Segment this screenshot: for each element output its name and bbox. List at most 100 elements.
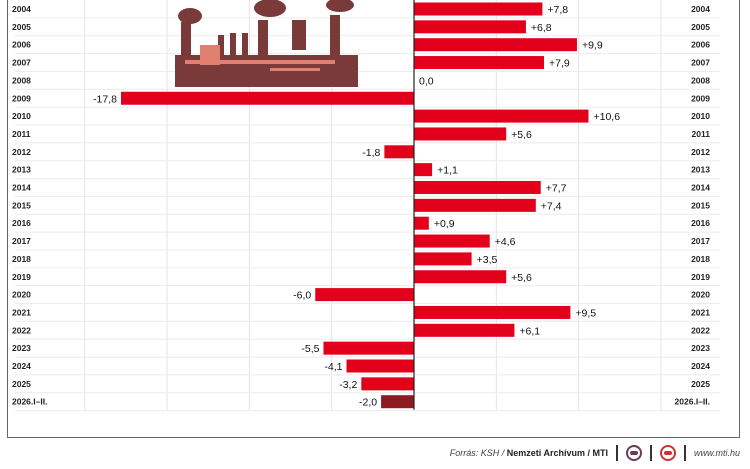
bar [414, 2, 543, 16]
footer: Forrás: KSH / Nemzeti Archívum / MTI www… [450, 444, 740, 462]
factory-illustration [175, 0, 358, 87]
bar [346, 359, 414, 373]
category-label-right: 2017 [691, 236, 710, 246]
category-label-left: 2004 [12, 4, 31, 14]
category-label-left: 2021 [12, 307, 31, 317]
bar [315, 288, 414, 302]
category-label-left: 2018 [12, 254, 31, 264]
value-label: +5,6 [511, 272, 532, 284]
category-label-left: 2009 [12, 93, 31, 103]
category-label-right: 2013 [691, 165, 710, 175]
category-label-left: 2025 [12, 379, 31, 389]
category-label-right: 2025 [691, 379, 710, 389]
category-label-right: 2022 [691, 325, 710, 335]
category-label-left: 2026.I–II. [12, 397, 47, 407]
category-label-right: 2018 [691, 254, 710, 264]
value-label: +10,6 [593, 111, 620, 123]
value-label: +3,5 [477, 254, 498, 266]
category-label-right: 2024 [691, 361, 710, 371]
value-label: -1,8 [362, 147, 380, 159]
category-label-left: 2020 [12, 290, 31, 300]
bar [121, 91, 415, 105]
category-label-left: 2007 [12, 58, 31, 68]
category-label-left: 2010 [12, 111, 31, 121]
category-label-right: 2019 [691, 272, 710, 282]
category-label-right: 2006 [691, 40, 710, 50]
value-label: -17,8 [93, 93, 117, 105]
category-label-right: 2020 [691, 290, 710, 300]
category-label-left: 2014 [12, 183, 31, 193]
category-label-right: 2010 [691, 111, 710, 121]
category-label-left: 2011 [12, 129, 31, 139]
category-label-left: 2022 [12, 325, 31, 335]
mti-red-logo-icon [659, 445, 676, 461]
value-label: +4,6 [495, 236, 516, 248]
category-label-right: 2014 [691, 183, 710, 193]
value-label: -2,0 [359, 397, 377, 409]
bar [414, 252, 472, 266]
category-label-right: 2015 [691, 200, 710, 210]
category-label-right: 2011 [692, 129, 711, 139]
category-label-left: 2019 [12, 272, 31, 282]
category-label-left: 2016 [12, 218, 31, 228]
website-link[interactable]: www.mti.hu [693, 448, 740, 458]
value-label: -4,1 [324, 361, 342, 373]
value-label: +7,9 [549, 58, 570, 70]
bar [323, 341, 414, 355]
value-label: +7,8 [547, 4, 568, 16]
value-label: +6,8 [531, 22, 552, 34]
value-label: +6,1 [519, 325, 540, 337]
value-label: +5,6 [511, 129, 532, 141]
mti-logo-icon [625, 445, 642, 461]
value-label: 0,0 [419, 75, 434, 87]
category-label-left: 2023 [12, 343, 31, 353]
category-label-right: 2026.I–II. [675, 397, 710, 407]
category-label-right: 2021 [691, 307, 710, 317]
bar [414, 109, 589, 123]
value-label: +9,9 [582, 40, 603, 52]
bar [414, 305, 571, 319]
category-label-left: 2008 [12, 75, 31, 85]
category-label-left: 2006 [12, 40, 31, 50]
separator [649, 445, 652, 461]
category-label-left: 2015 [12, 200, 31, 210]
bar [414, 198, 536, 212]
bar [414, 127, 507, 141]
value-label: +7,4 [541, 200, 562, 212]
bar-chart: 2004 2004 +7,8 2005 2005 +6,8 2006 2006 +9,9 2007… [12, 0, 720, 412]
value-label: +0,9 [434, 218, 455, 230]
separator [615, 445, 618, 461]
value-label: +9,5 [575, 307, 596, 319]
bar [384, 145, 414, 159]
bar [414, 270, 507, 284]
value-label: -3,2 [339, 379, 357, 391]
category-label-right: 2007 [691, 58, 710, 68]
bar [414, 56, 545, 70]
bar [381, 395, 414, 409]
bar [361, 377, 414, 391]
category-label-right: 2005 [691, 22, 710, 32]
category-label-left: 2013 [12, 165, 31, 175]
category-label-right: 2012 [691, 147, 710, 157]
category-label-right: 2016 [691, 218, 710, 228]
bar [414, 163, 433, 177]
category-label-right: 2023 [691, 343, 710, 353]
category-label-left: 2017 [12, 236, 31, 246]
bar [414, 234, 490, 248]
value-label: -6,0 [293, 290, 311, 302]
category-label-left: 2005 [12, 22, 31, 32]
value-label: -5,5 [301, 343, 319, 355]
category-label-left: 2024 [12, 361, 31, 371]
bar [414, 181, 541, 194]
category-label-right: 2008 [691, 75, 710, 85]
separator [683, 445, 686, 461]
category-label-right: 2004 [691, 4, 710, 14]
source-text: Forrás: KSH / Nemzeti Archívum / MTI [449, 448, 608, 458]
bar [414, 323, 515, 337]
chart-frame [7, 0, 740, 438]
value-label: +7,7 [546, 183, 567, 195]
category-label-right: 2009 [691, 93, 710, 103]
bar [414, 20, 526, 34]
category-label-left: 2012 [12, 147, 31, 157]
bar [414, 38, 577, 52]
